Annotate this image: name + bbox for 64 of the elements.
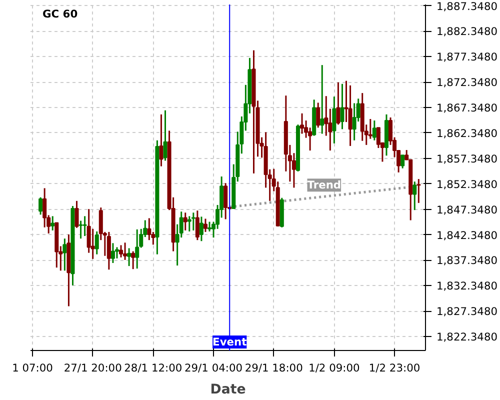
- candlestick: [300, 112, 304, 134]
- y-tick-label: 1,842.3480: [436, 228, 498, 242]
- y-tick-label: 1,847.3480: [436, 203, 498, 216]
- candlestick: [38, 196, 43, 216]
- x-tick-label: 27/1 20:00: [64, 362, 122, 374]
- candlestick: [118, 244, 124, 258]
- y-tick-label: 1,837.3480: [436, 254, 498, 268]
- y-tick-label: 1,832.3480: [436, 280, 498, 293]
- y-tick-label: 1,887.3480: [436, 0, 498, 13]
- candlestick: [412, 180, 417, 211]
- candlestick: [352, 102, 356, 142]
- y-tick-label: 1,872.3480: [436, 76, 498, 90]
- series-label: Trend: [307, 178, 342, 192]
- x-tick-label: 1 07:00: [12, 362, 54, 374]
- candlestick: [316, 102, 320, 128]
- y-tick-label: 1,882.3480: [436, 25, 498, 38]
- y-tick-label: 1,827.3480: [436, 305, 498, 318]
- candlestick: [94, 230, 99, 256]
- candlestick: [82, 215, 87, 237]
- candlestick: [203, 218, 208, 233]
- candlestick: [62, 238, 67, 272]
- y-tick-label: 1,857.3480: [436, 152, 498, 166]
- candlestick: [191, 212, 196, 232]
- y-tick-label: 1,877.3480: [436, 50, 498, 64]
- x-tick-label: 28/1 12:00: [124, 362, 182, 374]
- y-tick-label: 1,852.3480: [436, 178, 498, 191]
- candlestick: [183, 212, 188, 232]
- candlestick: [187, 215, 192, 232]
- candlestick: [50, 215, 55, 232]
- candlestick: [135, 228, 140, 270]
- chart-title: GC 60: [42, 8, 78, 20]
- candlestick: [131, 250, 136, 270]
- y-tick-label: 1,867.3480: [436, 102, 498, 115]
- candlestick: [336, 82, 340, 126]
- candlestick: [376, 126, 380, 149]
- candlestick: [400, 154, 405, 170]
- candlestick: [147, 217, 152, 241]
- candlestick: [372, 120, 376, 142]
- candlestick: [332, 96, 336, 144]
- candlestick: [416, 178, 421, 204]
- candlestick: [224, 182, 228, 220]
- candlestick: [159, 114, 164, 168]
- x-tick-label: 1/2 09:00: [308, 362, 360, 374]
- candlestick: [163, 110, 168, 162]
- candlestick: [195, 210, 200, 241]
- candlestick: [114, 246, 119, 260]
- x-tick-label: 1/2 23:00: [368, 362, 420, 374]
- candlestick: [207, 221, 212, 232]
- candlestick: [74, 200, 79, 229]
- candlestick: [340, 83, 344, 130]
- candlestick: [106, 231, 111, 270]
- candlestick: [199, 216, 204, 242]
- candlestick: [78, 220, 83, 240]
- y-tick-label: 1,822.3480: [436, 330, 498, 344]
- x-tick-label: 29/1 04:00: [184, 362, 243, 374]
- x-tick-label: 29/1 18:00: [244, 362, 304, 374]
- x-axis-title: Date: [210, 382, 246, 398]
- candlestick: [110, 242, 115, 264]
- y-tick-label: 1,862.3480: [436, 126, 498, 140]
- candlestick: [348, 84, 352, 147]
- candlestick: [123, 242, 128, 261]
- annotation: Event: [212, 336, 247, 348]
- candlestick: [320, 64, 324, 134]
- candlestick: [127, 247, 132, 267]
